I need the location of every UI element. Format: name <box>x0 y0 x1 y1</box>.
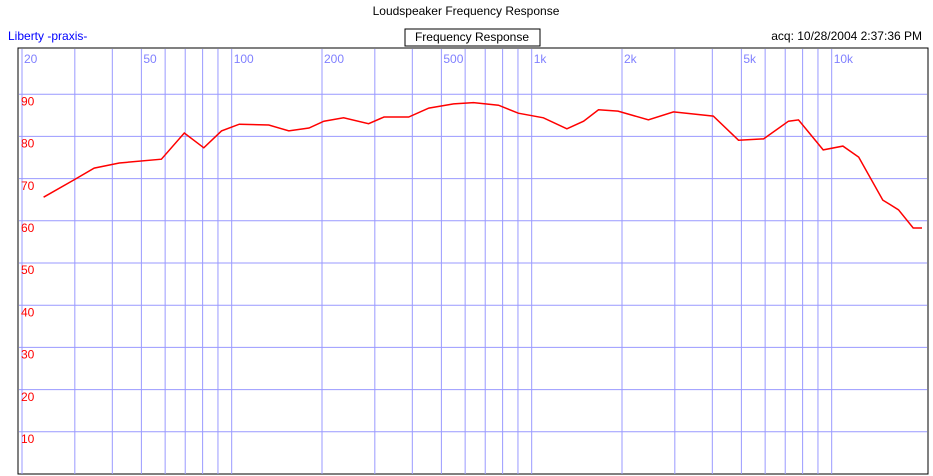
response-line <box>43 101 922 229</box>
x-tick-label: 10k <box>834 52 854 66</box>
y-tick-label: 70 <box>21 179 35 193</box>
y-tick-label: 90 <box>21 94 35 108</box>
x-tick-label: 1k <box>534 52 548 66</box>
y-tick-label: 30 <box>21 348 35 362</box>
x-tick-label: 20 <box>24 52 38 66</box>
chart-title: Loudspeaker Frequency Response <box>373 4 560 18</box>
y-tick-label: 40 <box>21 305 35 319</box>
chart-subtitle: Frequency Response <box>415 30 529 44</box>
timestamp: acq: 10/28/2004 2:37:36 PM <box>771 29 922 43</box>
y-tick-label: 10 <box>21 432 35 446</box>
x-tick-label: 200 <box>324 52 344 66</box>
y-tick-label: 60 <box>21 221 35 235</box>
y-tick-label: 50 <box>21 263 35 277</box>
x-tick-label: 5k <box>743 52 757 66</box>
plot-frame <box>17 47 929 475</box>
subtitle-box <box>404 28 541 47</box>
x-tick-label: 2k <box>624 52 638 66</box>
y-tick-label: 80 <box>21 137 35 151</box>
x-tick-label: 100 <box>234 52 254 66</box>
source-label: Liberty -praxis- <box>8 29 87 43</box>
x-tick-label: 500 <box>443 52 463 66</box>
y-tick-label: 20 <box>21 390 35 404</box>
x-tick-label: 50 <box>143 52 157 66</box>
